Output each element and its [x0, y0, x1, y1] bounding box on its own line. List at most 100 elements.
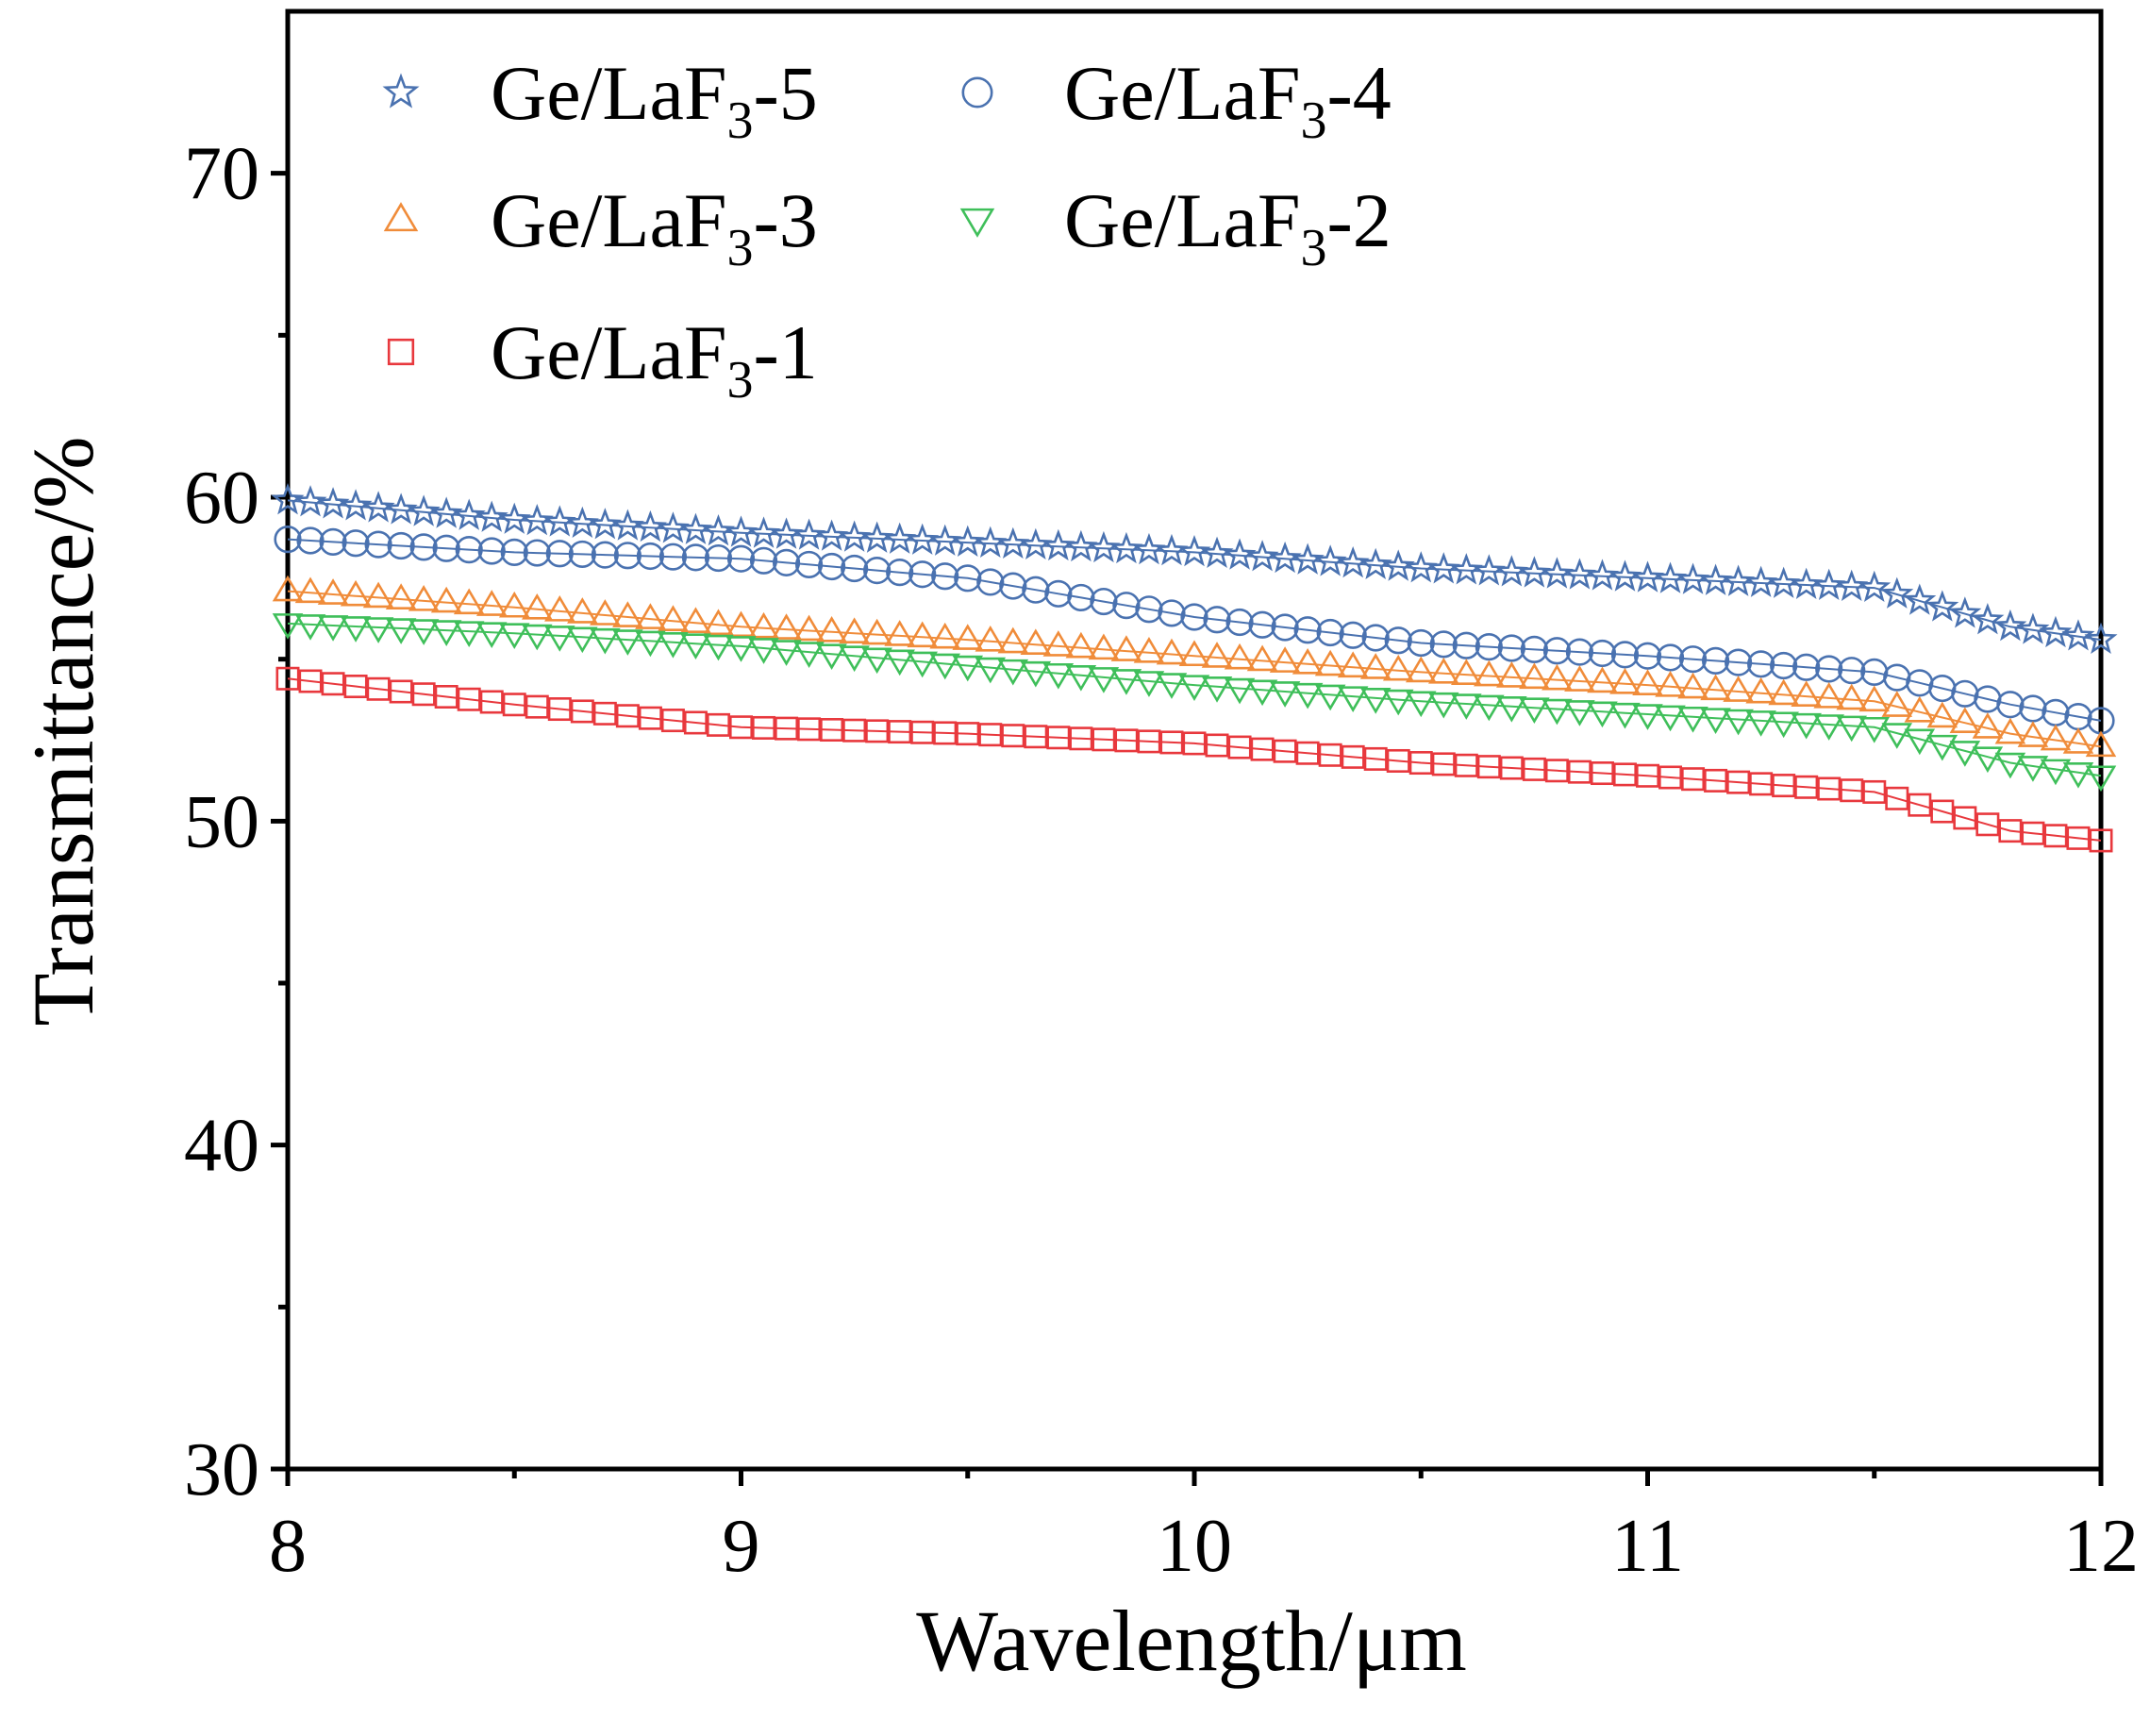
data-point	[1994, 752, 2026, 779]
data-point	[1522, 757, 1546, 781]
data-point	[1065, 665, 1097, 692]
data-point	[453, 621, 485, 647]
data-point	[1655, 705, 1686, 732]
data-point	[1926, 734, 1958, 761]
data-point	[1224, 643, 1256, 670]
data-point	[1159, 730, 1184, 755]
data-point	[387, 531, 415, 560]
data-point	[929, 653, 960, 680]
data-point	[906, 523, 940, 555]
data-point	[1564, 665, 1595, 692]
data-point	[1519, 697, 1550, 725]
data-point	[339, 489, 373, 521]
data-point	[1064, 529, 1098, 562]
data-point	[1223, 538, 1257, 570]
data-point	[500, 538, 528, 566]
data-point	[497, 502, 531, 534]
data-point	[502, 693, 526, 717]
data-point	[976, 568, 1005, 596]
data-point	[1770, 651, 1798, 680]
data-point	[1838, 657, 1866, 685]
data-point	[429, 496, 463, 528]
data-point	[1069, 726, 1093, 751]
data-point	[588, 508, 622, 540]
data-point	[1020, 660, 1052, 688]
data-point	[1227, 735, 1252, 760]
data-point	[635, 630, 666, 658]
data-point	[1200, 536, 1234, 568]
data-point	[1022, 576, 1050, 604]
data-point	[522, 593, 553, 620]
data-point	[748, 638, 779, 664]
data-point	[1813, 714, 1844, 741]
data-point	[656, 511, 690, 543]
data-point	[975, 657, 1007, 684]
data-point	[1904, 728, 1936, 756]
data-point	[793, 642, 825, 668]
x-tick-label: 8	[269, 1505, 307, 1588]
legend-label-suffix: -5	[753, 50, 817, 136]
data-point	[1246, 644, 1278, 672]
data-point	[1517, 556, 1551, 588]
data-point	[479, 690, 504, 714]
data-point	[2084, 622, 2118, 654]
data-point	[1723, 709, 1754, 736]
data-point	[1813, 682, 1844, 709]
data-point	[888, 720, 912, 744]
data-point	[1336, 545, 1370, 578]
data-point	[475, 500, 508, 532]
data-point	[975, 625, 1007, 652]
data-point	[1225, 608, 1254, 637]
data-point	[1996, 691, 2025, 719]
data-point	[567, 626, 598, 654]
data-point	[1704, 768, 1728, 793]
data-point	[408, 619, 440, 645]
data-point	[1133, 671, 1165, 697]
data-point	[1836, 715, 1867, 743]
data-point	[1382, 689, 1414, 716]
data-point	[1248, 610, 1276, 639]
data-point	[430, 586, 462, 613]
data-point	[520, 503, 554, 536]
data-point	[1768, 678, 1799, 706]
data-point	[680, 607, 711, 634]
data-point	[978, 723, 1003, 747]
data-point	[1562, 558, 1596, 590]
x-tick-label: 12	[2063, 1505, 2139, 1588]
data-point	[956, 722, 980, 746]
data-point	[683, 710, 708, 735]
data-point	[1723, 676, 1754, 702]
data-point	[1655, 671, 1686, 697]
data-point	[1749, 772, 1774, 796]
data-point	[457, 687, 481, 711]
data-point	[2085, 765, 2117, 793]
data-point	[793, 614, 825, 642]
data-point	[1499, 756, 1524, 780]
legend-label: Ge/LaF3-3	[491, 177, 818, 277]
data-point	[1925, 590, 1959, 622]
data-point	[1677, 672, 1708, 699]
data-point	[1881, 723, 1913, 749]
data-point	[1137, 729, 1161, 754]
data-point	[1180, 603, 1208, 631]
data-point	[2017, 756, 2049, 782]
data-point	[1792, 653, 1821, 681]
data-point	[792, 518, 826, 550]
data-point	[1994, 717, 2026, 744]
data-point	[1092, 727, 1116, 752]
data-point	[547, 697, 572, 722]
legend-label-base: Ge/LaF	[1064, 177, 1300, 263]
data-point	[1133, 636, 1165, 663]
data-point	[298, 669, 323, 693]
data-point	[545, 540, 574, 568]
legend: Ge/LaF3-5 Ge/LaF3-4Ge/LaF3-3 Ge/LaF3-2Ge/L…	[382, 50, 1392, 409]
legend-label-suffix: -1	[753, 309, 817, 395]
data-point	[275, 666, 300, 691]
data-point	[2061, 619, 2095, 651]
data-point	[544, 595, 575, 622]
data-point	[1042, 528, 1075, 561]
data-point	[974, 526, 1008, 558]
data-point	[1881, 691, 1913, 717]
data-point	[997, 659, 1029, 686]
data-point	[568, 540, 596, 569]
